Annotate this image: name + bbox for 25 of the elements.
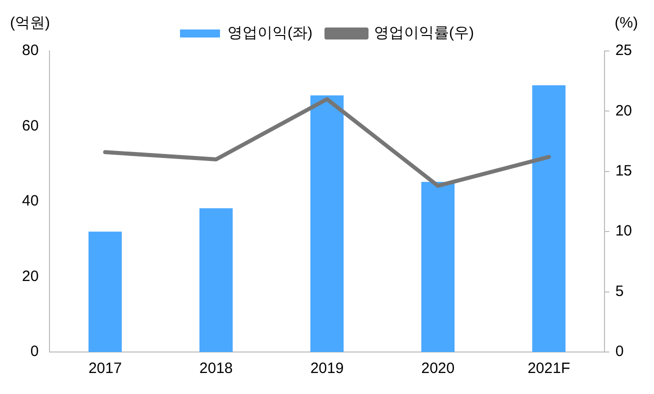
y2-tick-label: 15 xyxy=(615,162,632,180)
y2-tick-label: 10 xyxy=(615,222,632,240)
x-tick-label: 2020 xyxy=(421,360,455,378)
x-tick-label: 2017 xyxy=(88,360,122,378)
x-tick-label: 2021F xyxy=(528,360,570,378)
y-tick-label: 60 xyxy=(22,117,39,134)
y-tick-label: 0 xyxy=(30,343,39,360)
bar xyxy=(310,95,344,352)
y-tick-label: 40 xyxy=(22,192,39,210)
legend-label: 영업이익(좌) xyxy=(228,24,313,42)
y2-axis-title: (%) xyxy=(614,14,638,32)
bar xyxy=(88,232,122,352)
y2-tick-label: 0 xyxy=(615,343,624,360)
bar xyxy=(421,182,455,352)
x-tick-label: 2019 xyxy=(310,360,344,378)
bar xyxy=(532,85,566,352)
y-tick-label: 20 xyxy=(22,268,39,285)
y-axis-title: (억원) xyxy=(10,14,50,32)
y2-tick-label: 25 xyxy=(615,42,632,60)
y-tick-label: 80 xyxy=(22,42,39,60)
bar xyxy=(199,208,233,352)
y2-tick-label: 5 xyxy=(615,282,624,300)
x-tick-label: 2018 xyxy=(199,360,233,378)
y2-tick-label: 20 xyxy=(615,102,632,120)
legend-label: 영업이익률(우) xyxy=(374,24,474,42)
